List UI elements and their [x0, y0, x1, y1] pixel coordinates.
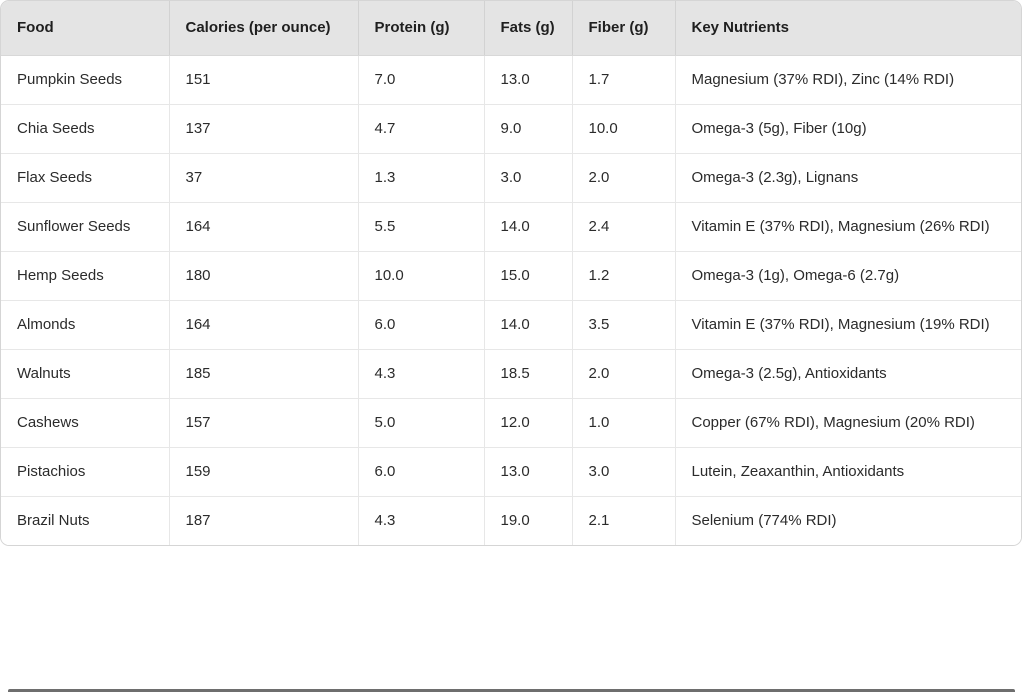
protein-cell: 1.3 — [357, 153, 484, 203]
key-nutrients-cell: Omega-3 (5g), Fiber (10g) — [674, 104, 1021, 154]
calories-cell: 164 — [168, 300, 358, 350]
column-header-fats: Fats (g) — [483, 1, 572, 56]
table-row: Almonds 164 6.0 14.0 3.5 Vitamin E (37% … — [1, 300, 1021, 350]
key-nutrients-cell: Vitamin E (37% RDI), Magnesium (26% RDI) — [674, 202, 1021, 252]
table-row: Flax Seeds 37 1.3 3.0 2.0 Omega-3 (2.3g)… — [1, 153, 1021, 203]
table-row: Walnuts 185 4.3 18.5 2.0 Omega-3 (2.5g),… — [1, 349, 1021, 399]
table-row: Pumpkin Seeds 151 7.0 13.0 1.7 Magnesium… — [1, 55, 1021, 105]
column-header-food: Food — [1, 1, 169, 56]
key-nutrients-cell: Lutein, Zeaxanthin, Antioxidants — [674, 447, 1021, 497]
column-header-key-nutrients: Key Nutrients — [674, 1, 1021, 56]
fiber-cell: 3.0 — [571, 447, 675, 497]
protein-cell: 5.0 — [357, 398, 484, 448]
column-header-fiber: Fiber (g) — [571, 1, 675, 56]
calories-cell: 185 — [168, 349, 358, 399]
fats-cell: 9.0 — [483, 104, 572, 154]
column-header-calories: Calories (per ounce) — [168, 1, 358, 56]
calories-cell: 159 — [168, 447, 358, 497]
key-nutrients-cell: Omega-3 (1g), Omega-6 (2.7g) — [674, 251, 1021, 301]
key-nutrients-cell: Magnesium (37% RDI), Zinc (14% RDI) — [674, 55, 1021, 105]
food-cell: Chia Seeds — [1, 104, 169, 154]
calories-cell: 37 — [168, 153, 358, 203]
protein-cell: 5.5 — [357, 202, 484, 252]
fats-cell: 3.0 — [483, 153, 572, 203]
table-row: Cashews 157 5.0 12.0 1.0 Copper (67% RDI… — [1, 398, 1021, 448]
table-body: Pumpkin Seeds 151 7.0 13.0 1.7 Magnesium… — [1, 55, 1021, 545]
fiber-cell: 3.5 — [571, 300, 675, 350]
food-cell: Pumpkin Seeds — [1, 55, 169, 105]
protein-cell: 4.3 — [357, 349, 484, 399]
fats-cell: 14.0 — [483, 202, 572, 252]
protein-cell: 4.7 — [357, 104, 484, 154]
key-nutrients-cell: Selenium (774% RDI) — [674, 496, 1021, 545]
calories-cell: 151 — [168, 55, 358, 105]
table-row: Brazil Nuts 187 4.3 19.0 2.1 Selenium (7… — [1, 496, 1021, 545]
fats-cell: 15.0 — [483, 251, 572, 301]
fats-cell: 13.0 — [483, 55, 572, 105]
bottom-edge-strip — [8, 689, 1015, 692]
fiber-cell: 2.0 — [571, 349, 675, 399]
fiber-cell: 1.0 — [571, 398, 675, 448]
food-cell: Flax Seeds — [1, 153, 169, 203]
food-cell: Brazil Nuts — [1, 496, 169, 545]
fiber-cell: 2.1 — [571, 496, 675, 545]
food-cell: Walnuts — [1, 349, 169, 399]
food-cell: Hemp Seeds — [1, 251, 169, 301]
nutrition-table-card: Food Calories (per ounce) Protein (g) Fa… — [0, 0, 1022, 546]
nutrition-table: Food Calories (per ounce) Protein (g) Fa… — [1, 1, 1021, 545]
table-row: Hemp Seeds 180 10.0 15.0 1.2 Omega-3 (1g… — [1, 251, 1021, 301]
calories-cell: 137 — [168, 104, 358, 154]
table-row: Chia Seeds 137 4.7 9.0 10.0 Omega-3 (5g)… — [1, 104, 1021, 154]
fats-cell: 18.5 — [483, 349, 572, 399]
fiber-cell: 1.7 — [571, 55, 675, 105]
fats-cell: 13.0 — [483, 447, 572, 497]
column-header-protein: Protein (g) — [357, 1, 484, 56]
protein-cell: 4.3 — [357, 496, 484, 545]
protein-cell: 7.0 — [357, 55, 484, 105]
protein-cell: 10.0 — [357, 251, 484, 301]
calories-cell: 180 — [168, 251, 358, 301]
fats-cell: 12.0 — [483, 398, 572, 448]
calories-cell: 187 — [168, 496, 358, 545]
fats-cell: 14.0 — [483, 300, 572, 350]
key-nutrients-cell: Omega-3 (2.5g), Antioxidants — [674, 349, 1021, 399]
fats-cell: 19.0 — [483, 496, 572, 545]
calories-cell: 164 — [168, 202, 358, 252]
header-row: Food Calories (per ounce) Protein (g) Fa… — [1, 1, 1021, 56]
key-nutrients-cell: Vitamin E (37% RDI), Magnesium (19% RDI) — [674, 300, 1021, 350]
calories-cell: 157 — [168, 398, 358, 448]
table-header: Food Calories (per ounce) Protein (g) Fa… — [1, 1, 1021, 56]
table-row: Sunflower Seeds 164 5.5 14.0 2.4 Vitamin… — [1, 202, 1021, 252]
fiber-cell: 2.0 — [571, 153, 675, 203]
fiber-cell: 1.2 — [571, 251, 675, 301]
food-cell: Almonds — [1, 300, 169, 350]
key-nutrients-cell: Omega-3 (2.3g), Lignans — [674, 153, 1021, 203]
key-nutrients-cell: Copper (67% RDI), Magnesium (20% RDI) — [674, 398, 1021, 448]
protein-cell: 6.0 — [357, 447, 484, 497]
table-row: Pistachios 159 6.0 13.0 3.0 Lutein, Zeax… — [1, 447, 1021, 497]
food-cell: Pistachios — [1, 447, 169, 497]
protein-cell: 6.0 — [357, 300, 484, 350]
food-cell: Sunflower Seeds — [1, 202, 169, 252]
fiber-cell: 2.4 — [571, 202, 675, 252]
fiber-cell: 10.0 — [571, 104, 675, 154]
food-cell: Cashews — [1, 398, 169, 448]
